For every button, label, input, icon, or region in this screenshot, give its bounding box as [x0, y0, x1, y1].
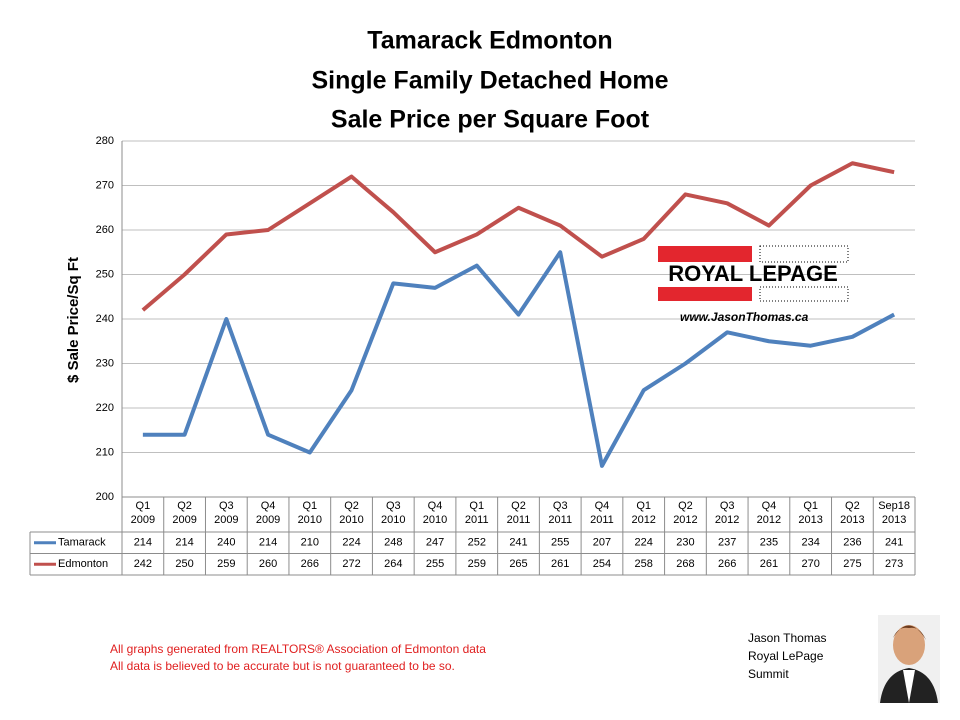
data-table-value: 270: [801, 558, 819, 570]
photo: [878, 615, 940, 703]
chart-title: Sale Price per Square Foot: [331, 106, 650, 134]
y-tick-label: 210: [96, 446, 114, 458]
x-tick-label: Q2 2010: [339, 500, 364, 526]
x-tick-label: Q3 2012: [714, 500, 740, 526]
data-table-value: 210: [301, 537, 319, 549]
y-tick-label: 240: [96, 313, 114, 325]
data-table-value: 259: [468, 558, 486, 570]
data-table-value: 224: [342, 537, 360, 549]
data-table-value: 250: [175, 558, 193, 570]
logo: ROYAL LEPAGE www.JasonThomas.ca: [658, 245, 849, 324]
data-table-value: 207: [593, 537, 611, 549]
data-table-value: 268: [676, 558, 694, 570]
data-table-value: 261: [760, 558, 778, 570]
x-tick-label: Q4 2011: [590, 500, 614, 526]
data-table-value: 241: [509, 537, 527, 549]
data-table-value: 214: [134, 537, 152, 549]
data-table-value: 255: [426, 558, 444, 570]
y-tick-label: 260: [96, 224, 114, 236]
logo-bars: [759, 245, 849, 263]
y-tick-label: 220: [96, 402, 114, 414]
chart-title: Tamarack Edmonton: [367, 27, 612, 55]
x-tick-label: Q3 2010: [381, 500, 406, 526]
y-tick-label: 230: [96, 357, 114, 369]
footer-note: All data is believed to be accurate but …: [110, 659, 455, 673]
data-table-value: 255: [551, 537, 569, 549]
x-tick-label: Q4 2010: [422, 500, 448, 526]
logo-url: www.JasonThomas.ca: [680, 310, 809, 324]
y-tick-label: 270: [96, 179, 114, 191]
x-tick-label: Q1 2012: [631, 500, 656, 526]
footer-note: All graphs generated from REALTORS® Asso…: [110, 642, 486, 656]
data-table-value: 260: [259, 558, 277, 570]
x-tick-label: Q1 2011: [464, 500, 489, 526]
legend-label: Tamarack: [58, 537, 106, 549]
data-table-value: 237: [718, 537, 736, 549]
photo-shirt: [903, 670, 915, 703]
data-table-value: 230: [676, 537, 694, 549]
signature: Royal LePage: [748, 649, 824, 663]
x-tick-label: Q4 2009: [255, 500, 281, 526]
data-table-value: 261: [551, 558, 569, 570]
x-tick-label: Q2 2012: [673, 500, 698, 526]
data-table-value: 273: [885, 558, 903, 570]
data-table-value: 214: [259, 537, 277, 549]
logo-brand: ROYAL LEPAGE: [668, 261, 838, 286]
x-tick-label: Q1 2010: [297, 500, 323, 526]
x-tick-label: Q2 2011: [506, 500, 531, 526]
x-tick-label: Sep18 2013: [878, 500, 911, 526]
data-table-value: 240: [217, 537, 235, 549]
data-table-value: 265: [509, 558, 527, 570]
chart-title: Single Family Detached Home: [311, 67, 668, 95]
data-table-value: 214: [175, 537, 193, 549]
data-table-value: 247: [426, 537, 444, 549]
y-axis-label: $ Sale Price/Sq Ft: [65, 257, 82, 383]
legend-label: Edmonton: [58, 558, 108, 570]
data-table-value: 272: [342, 558, 360, 570]
data-table-value: 264: [384, 558, 402, 570]
data-table-value: 259: [217, 558, 235, 570]
data-table-value: 234: [801, 537, 819, 549]
x-tick-label: Q3 2009: [214, 500, 239, 526]
signature: Summit: [748, 667, 789, 681]
data-table-value: 236: [843, 537, 861, 549]
series-line: [141, 161, 895, 312]
x-tick-label: Q2 2013: [840, 500, 865, 526]
data-table-value: 266: [301, 558, 319, 570]
logo-bars: [759, 286, 849, 302]
x-tick-label: Q1 2009: [130, 500, 156, 526]
signature: Jason Thomas: [748, 631, 827, 645]
y-tick-label: 250: [96, 268, 114, 280]
data-table-value: 254: [593, 558, 611, 570]
y-tick-label: 280: [96, 135, 114, 147]
photo-face: [893, 625, 925, 665]
x-tick-label: Q1 2013: [798, 500, 823, 526]
data-table-value: 275: [843, 558, 861, 570]
data-table-value: 242: [134, 558, 152, 570]
x-tick-label: Q4 2012: [756, 500, 782, 526]
data-table-value: 252: [468, 537, 486, 549]
x-tick-label: Q2 2009: [172, 500, 197, 526]
data-table-value: 258: [635, 558, 653, 570]
series-line: [142, 250, 896, 468]
data-table-value: 266: [718, 558, 736, 570]
data-table-value: 248: [384, 537, 402, 549]
data-table-value: 241: [885, 537, 903, 549]
logo-block: [658, 287, 752, 301]
data-table-value: 224: [635, 537, 653, 549]
logo-block: [658, 246, 752, 262]
y-tick-label: 200: [96, 491, 114, 503]
x-tick-label: Q3 2011: [548, 500, 573, 526]
data-table-value: 235: [760, 537, 778, 549]
